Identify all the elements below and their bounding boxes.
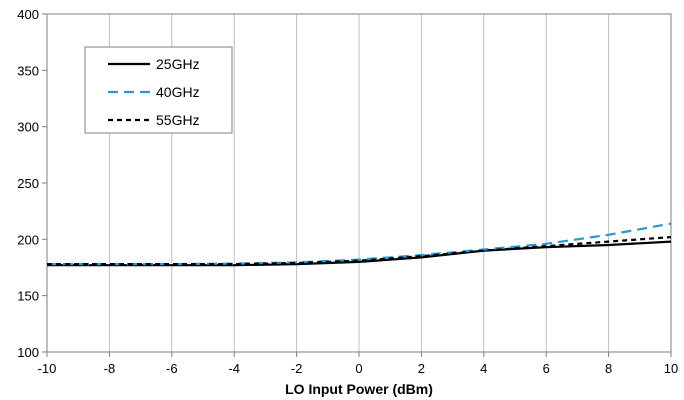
legend-box [84,46,233,134]
y-tick-label: 250 [17,176,39,191]
y-tick-label: 300 [17,120,39,135]
x-tick-label: 4 [480,361,487,376]
legend-label: 40GHz [156,84,200,100]
x-tick-label: 8 [605,361,612,376]
series-lines [47,222,672,267]
x-tick-label: -10 [38,361,57,376]
y-tick-label: 400 [17,7,39,22]
x-tick-label: -4 [228,361,240,376]
x-tick-label: 2 [418,361,425,376]
x-axis-title: LO Input Power (dBm) [285,381,433,397]
series-line-55GHz [47,236,672,266]
x-tick-label: -8 [104,361,116,376]
legend-label: 25GHz [156,56,200,72]
y-axis: 100 150 200 250 300 350 400 [17,7,47,360]
x-axis: -10 -8 -6 -4 -2 0 2 4 6 8 10 [38,352,678,376]
x-tick-label: 10 [664,361,678,376]
y-tick-label: 200 [17,232,39,247]
legend: 25GHz 40GHz 55GHz [84,46,233,134]
x-tick-label: 0 [355,361,362,376]
x-tick-label: 6 [543,361,550,376]
x-tick-label: -2 [291,361,303,376]
x-tick-label: -6 [166,361,178,376]
y-tick-label: 100 [17,345,39,360]
y-tick-label: 350 [17,63,39,78]
legend-label: 55GHz [156,112,200,128]
y-tick-label: 150 [17,289,39,304]
